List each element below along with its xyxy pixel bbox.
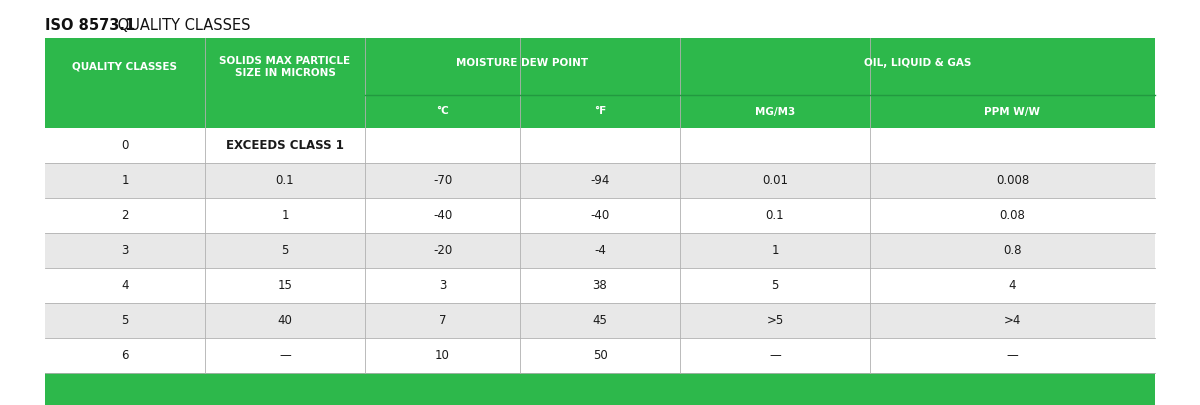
Bar: [46, 38, 1154, 95]
Text: 0.01: 0.01: [762, 174, 788, 187]
Text: 15: 15: [277, 279, 293, 292]
Text: 3: 3: [121, 244, 128, 257]
Text: MG/M3: MG/M3: [755, 107, 796, 117]
Text: QUALITY CLASSES: QUALITY CLASSES: [72, 62, 178, 72]
Text: -94: -94: [590, 174, 610, 187]
Text: QUALITY CLASSES: QUALITY CLASSES: [113, 18, 251, 33]
Text: °F: °F: [594, 107, 606, 117]
Bar: [46, 373, 1154, 405]
Text: 4: 4: [1009, 279, 1016, 292]
Text: 45: 45: [593, 314, 607, 327]
Text: 0.08: 0.08: [1000, 209, 1026, 222]
Text: 1: 1: [772, 244, 779, 257]
Text: 2: 2: [121, 209, 128, 222]
Text: >5: >5: [767, 314, 784, 327]
Bar: [46, 268, 1154, 303]
Text: 0.8: 0.8: [1003, 244, 1021, 257]
Text: —: —: [1007, 349, 1019, 362]
Text: SOLIDS MAX PARTICLE
SIZE IN MICRONS: SOLIDS MAX PARTICLE SIZE IN MICRONS: [220, 55, 350, 77]
Bar: [46, 128, 1154, 163]
Text: 1: 1: [281, 209, 289, 222]
Text: MOISTURE DEW POINT: MOISTURE DEW POINT: [456, 58, 588, 68]
Bar: [46, 233, 1154, 268]
Text: 7: 7: [439, 314, 446, 327]
Text: —: —: [769, 349, 781, 362]
Text: 4: 4: [121, 279, 128, 292]
Text: -40: -40: [433, 209, 452, 222]
Text: 0: 0: [121, 139, 128, 152]
Text: PPM W/W: PPM W/W: [984, 107, 1040, 117]
Text: 5: 5: [772, 279, 779, 292]
Text: 6: 6: [121, 349, 128, 362]
Bar: [46, 95, 1154, 128]
Text: -40: -40: [590, 209, 610, 222]
Text: 5: 5: [121, 314, 128, 327]
Text: 1: 1: [121, 174, 128, 187]
Text: °C: °C: [436, 107, 449, 117]
Text: -20: -20: [433, 244, 452, 257]
Text: OIL, LIQUID & GAS: OIL, LIQUID & GAS: [864, 58, 971, 68]
Text: 40: 40: [277, 314, 293, 327]
Text: EXCEEDS CLASS 1: EXCEEDS CLASS 1: [226, 139, 344, 152]
Text: 38: 38: [593, 279, 607, 292]
Text: 5: 5: [281, 244, 289, 257]
Text: >4: >4: [1004, 314, 1021, 327]
Bar: [46, 198, 1154, 233]
Text: 0.008: 0.008: [996, 174, 1030, 187]
Text: -4: -4: [594, 244, 606, 257]
Text: 50: 50: [593, 349, 607, 362]
Text: 0.1: 0.1: [766, 209, 785, 222]
Text: ISO 8573.1: ISO 8573.1: [46, 18, 136, 33]
Text: 0.1: 0.1: [276, 174, 294, 187]
Text: 10: 10: [436, 349, 450, 362]
Text: 3: 3: [439, 279, 446, 292]
Bar: [46, 163, 1154, 198]
Text: -70: -70: [433, 174, 452, 187]
Text: —: —: [280, 349, 290, 362]
Bar: [46, 338, 1154, 373]
Bar: [46, 303, 1154, 338]
